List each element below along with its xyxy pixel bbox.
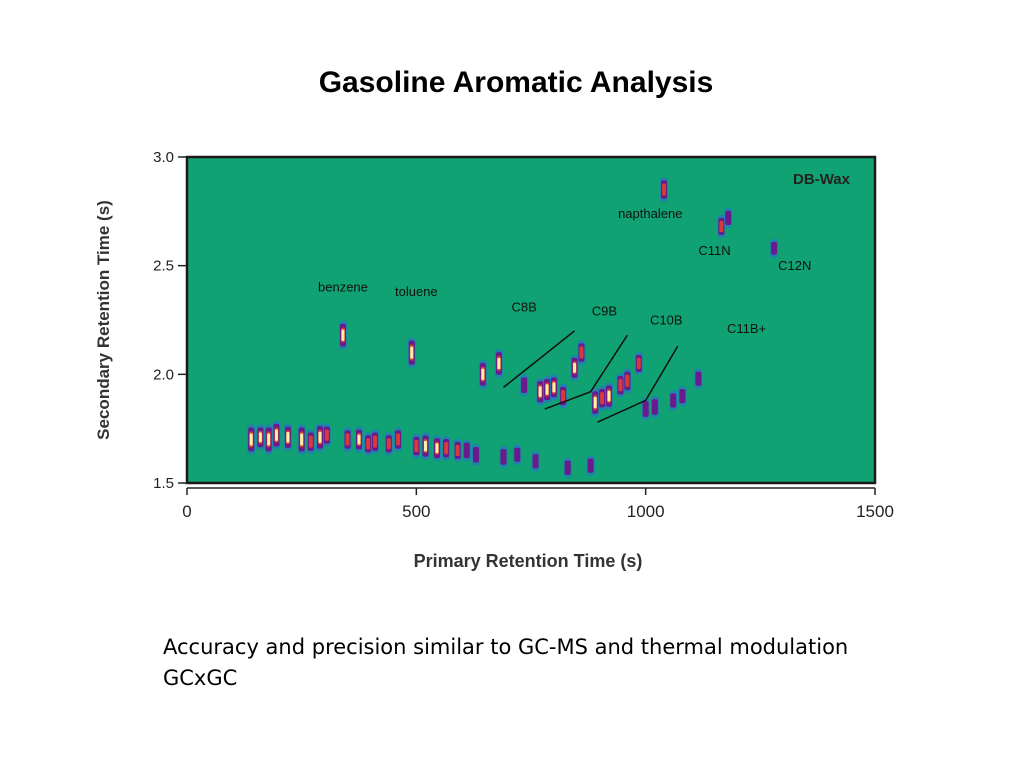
peak — [660, 177, 669, 202]
peak — [264, 424, 273, 455]
peak — [442, 436, 451, 461]
column-label: DB-Wax — [793, 171, 851, 188]
group-line — [544, 334, 628, 410]
peak — [478, 360, 487, 389]
peak — [316, 423, 325, 452]
peak — [678, 385, 687, 407]
peak — [616, 373, 625, 398]
peak — [563, 457, 572, 478]
peak — [393, 427, 402, 452]
peak — [513, 444, 522, 465]
peak-annotation: toluene — [395, 284, 438, 299]
peak-annotation: napthalene — [618, 206, 682, 221]
peak — [694, 368, 703, 389]
peak — [717, 215, 726, 239]
peak — [724, 207, 733, 228]
peak — [247, 424, 256, 455]
peak — [462, 439, 471, 462]
peak — [669, 390, 678, 411]
peak — [634, 351, 643, 375]
peak-annotation: C9B — [592, 304, 617, 319]
peaks-layer — [247, 177, 779, 478]
peak — [604, 382, 613, 410]
peak — [306, 429, 315, 454]
peak — [520, 374, 529, 396]
x-tick-label: 0 — [182, 502, 191, 521]
peak-annotation: C10B — [650, 312, 683, 327]
peak — [407, 337, 416, 368]
peak — [591, 388, 600, 417]
y-axis-label: Secondary Retention Time (s) — [94, 200, 113, 440]
x-tick-label: 1000 — [627, 502, 665, 521]
slide-title: Gasoline Aromatic Analysis — [318, 66, 714, 99]
peak — [364, 432, 373, 456]
peak — [770, 238, 779, 258]
peak — [453, 438, 462, 462]
peak — [297, 424, 306, 455]
y-tick-label: 3.0 — [153, 149, 174, 166]
peak — [641, 398, 650, 420]
peak — [384, 432, 393, 456]
peak — [586, 455, 595, 476]
group-line — [503, 330, 576, 388]
slide-caption: Accuracy and precision similar to GC-MS … — [163, 635, 849, 690]
peak — [570, 354, 579, 381]
axes-layer: 0 500 1000 1500 1.5 2.0 2.5 3.0 — [153, 149, 894, 521]
peak — [283, 423, 292, 451]
peak — [471, 443, 480, 466]
y-tick-label: 2.0 — [153, 366, 174, 383]
y-tick-label: 1.5 — [153, 475, 174, 492]
group-lines-layer — [503, 330, 679, 423]
peak-annotation: C11B+ — [727, 321, 766, 336]
peak — [598, 386, 607, 411]
x-axis-label: Primary Retention Time (s) — [414, 551, 643, 571]
peak — [421, 432, 430, 460]
peak — [531, 451, 540, 472]
peak — [256, 424, 265, 451]
peak — [499, 446, 508, 468]
annotations-layer: benzene toluene C8B C9B C10B C11B+ napthalene C… — [318, 206, 811, 336]
peak — [577, 340, 586, 365]
peak — [272, 420, 281, 450]
peak — [549, 374, 558, 401]
peak — [338, 320, 347, 350]
peak — [650, 396, 659, 418]
peak — [355, 426, 363, 453]
peak — [371, 429, 380, 454]
y-tick-label: 2.5 — [153, 258, 174, 275]
x-tick-label: 500 — [402, 502, 430, 521]
peak — [494, 349, 503, 378]
peak-annotation: C8B — [511, 299, 536, 314]
peak — [343, 427, 352, 452]
group-line — [597, 345, 679, 423]
plot-frame — [185, 155, 877, 485]
peak — [536, 378, 545, 406]
peak-annotation: C11N — [698, 243, 730, 258]
peak — [432, 435, 441, 462]
peak — [543, 375, 552, 404]
peak — [559, 383, 568, 409]
peak-annotation: C12N — [778, 258, 811, 273]
peak-annotation: benzene — [318, 280, 368, 295]
peak — [322, 423, 331, 447]
x-tick-label: 1500 — [856, 502, 894, 521]
peak — [623, 368, 632, 394]
peak — [412, 433, 421, 459]
